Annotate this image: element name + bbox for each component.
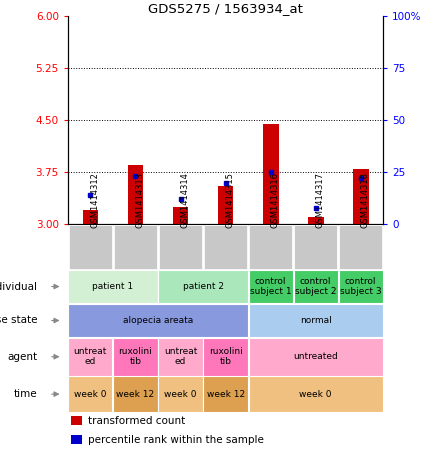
Text: individual: individual [0, 281, 37, 292]
Text: week 12: week 12 [117, 390, 155, 399]
Bar [68, 338, 113, 376]
Bar [294, 225, 337, 269]
Bar [204, 225, 247, 269]
Text: GSM1414317: GSM1414317 [316, 172, 325, 228]
Text: GSM1414313: GSM1414313 [135, 172, 145, 228]
Text: transformed count: transformed count [88, 416, 186, 426]
Bar [127, 165, 143, 224]
Text: week 12: week 12 [206, 390, 245, 399]
Bar [293, 270, 338, 303]
Bar [249, 225, 292, 269]
Text: agent: agent [7, 352, 37, 362]
Bar [248, 376, 383, 412]
Text: ruxolini
tib: ruxolini tib [208, 347, 243, 366]
Bar [204, 376, 247, 412]
Bar [248, 338, 383, 376]
Bar [159, 270, 247, 303]
Bar [159, 338, 203, 376]
Bar [263, 124, 279, 224]
Text: untreat
ed: untreat ed [164, 347, 197, 366]
Bar [339, 225, 382, 269]
Bar [68, 270, 158, 303]
Text: patient 1: patient 1 [92, 282, 134, 291]
Text: control
subject 1: control subject 1 [250, 277, 291, 296]
Text: disease state: disease state [0, 315, 37, 326]
Bar [339, 270, 383, 303]
Title: GDS5275 / 1563934_at: GDS5275 / 1563934_at [148, 2, 303, 14]
Bar [218, 186, 233, 224]
Text: percentile rank within the sample: percentile rank within the sample [88, 435, 264, 445]
Bar [71, 435, 82, 444]
Text: alopecia areata: alopecia areata [123, 316, 193, 325]
Bar [173, 207, 188, 224]
Bar [68, 376, 113, 412]
Text: control
subject 2: control subject 2 [295, 277, 336, 296]
Text: time: time [14, 389, 37, 399]
Bar [308, 217, 324, 224]
Bar [114, 225, 157, 269]
Bar [159, 376, 203, 412]
Bar [82, 210, 98, 224]
Text: week 0: week 0 [300, 390, 332, 399]
Text: GSM1414314: GSM1414314 [180, 172, 190, 228]
Bar [71, 416, 82, 424]
Text: week 0: week 0 [164, 390, 197, 399]
Bar [204, 338, 247, 376]
Bar [248, 304, 383, 337]
Bar [68, 304, 247, 337]
Text: ruxolini
tib: ruxolini tib [119, 347, 152, 366]
Text: GSM1414318: GSM1414318 [361, 172, 370, 228]
Text: patient 2: patient 2 [183, 282, 223, 291]
Text: untreated: untreated [293, 352, 338, 361]
Bar [69, 225, 112, 269]
Text: normal: normal [300, 316, 332, 325]
Bar [113, 376, 158, 412]
Text: untreat
ed: untreat ed [74, 347, 107, 366]
Text: week 0: week 0 [74, 390, 107, 399]
Text: GSM1414315: GSM1414315 [226, 172, 235, 228]
Bar [353, 169, 369, 224]
Bar [113, 338, 158, 376]
Bar [159, 225, 202, 269]
Bar [248, 270, 293, 303]
Text: GSM1414312: GSM1414312 [90, 172, 99, 228]
Text: GSM1414316: GSM1414316 [271, 172, 279, 228]
Text: control
subject 3: control subject 3 [340, 277, 381, 296]
